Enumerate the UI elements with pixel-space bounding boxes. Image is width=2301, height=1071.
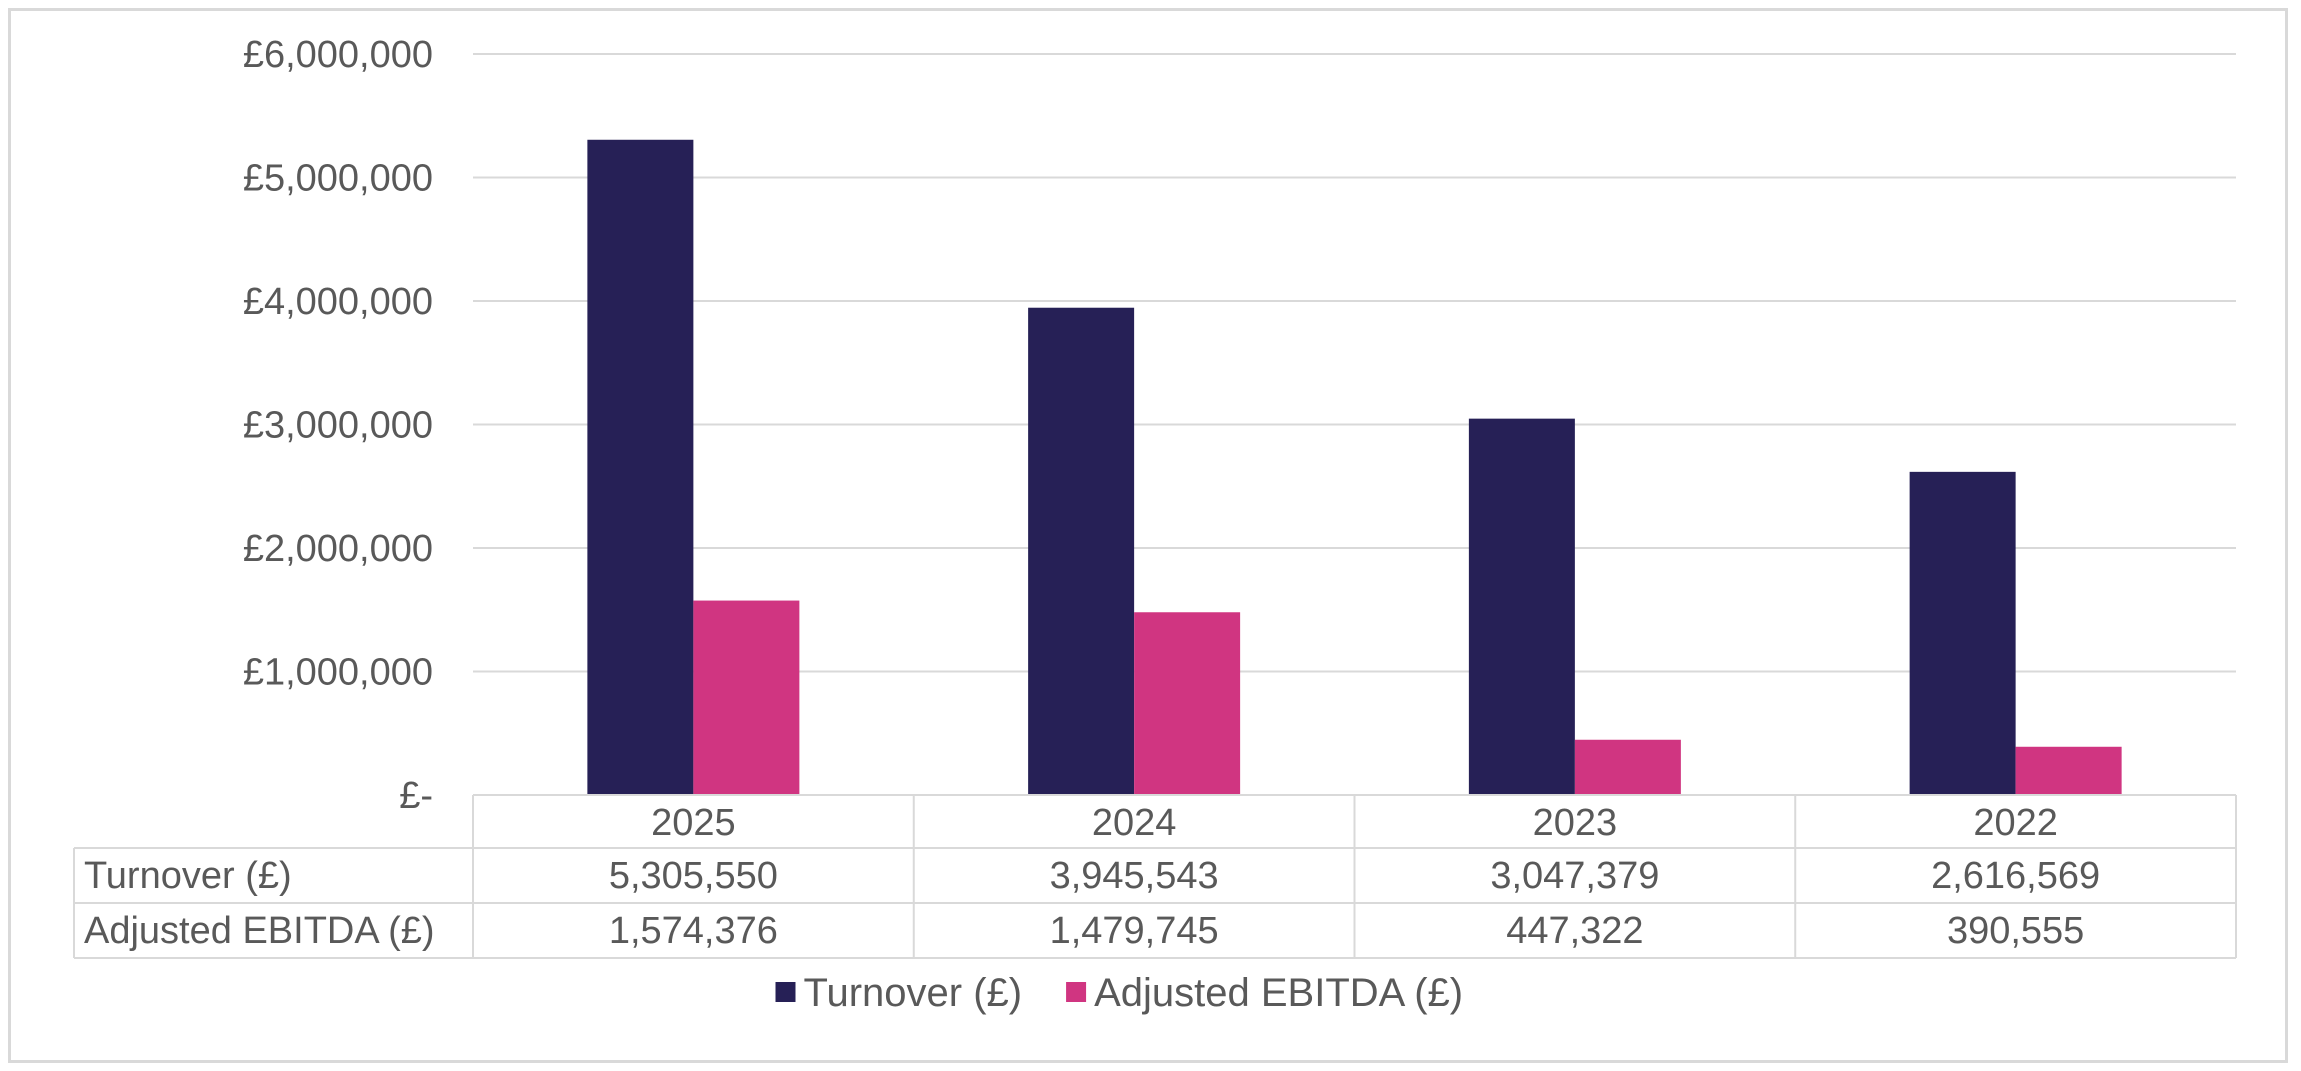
x-category-label: 2023 <box>1533 802 1618 844</box>
y-tick-label: £1,000,000 <box>243 652 433 694</box>
bar-adjusted-ebitda-2022 <box>2015 746 2122 795</box>
table-cell: 1,574,376 <box>609 910 778 952</box>
table-row-label: Turnover (£) <box>84 855 292 897</box>
bars <box>587 139 2122 795</box>
bar-turnover-2025 <box>587 139 694 795</box>
y-tick-label: £3,000,000 <box>243 405 433 447</box>
bar-chart: £- £1,000,000 £2,000,000 £3,000,000 £4,000,0… <box>73 34 2237 1015</box>
bar-turnover-2023 <box>1468 418 1575 795</box>
y-tick-label: £2,000,000 <box>243 528 433 570</box>
legend-label: Turnover (£) <box>804 971 1023 1015</box>
legend-swatch <box>1066 982 1087 1002</box>
bar-adjusted-ebitda-2024 <box>1134 612 1241 795</box>
bar-adjusted-ebitda-2025 <box>693 600 800 795</box>
x-category-label: 2025 <box>651 802 736 844</box>
y-axis-ticks: £- £1,000,000 £2,000,000 £3,000,000 £4,000,0… <box>243 34 433 817</box>
y-tick-label: £5,000,000 <box>243 158 433 200</box>
table-cell: 1,479,745 <box>1050 910 1219 952</box>
table-cell: 2,616,569 <box>1931 855 2100 897</box>
table-cell: 390,555 <box>1947 910 2084 952</box>
legend: Turnover (£) Adjusted EBITDA (£) <box>775 971 1463 1015</box>
table-cell: 3,945,543 <box>1050 855 1219 897</box>
data-table: 2025 2024 2023 2022 Turnover (£) 5,305,550 3,9… <box>73 794 2237 959</box>
y-tick-label: £4,000,000 <box>243 281 433 323</box>
y-tick-label: £6,000,000 <box>243 34 433 76</box>
bar-adjusted-ebitda-2023 <box>1574 739 1681 795</box>
bar-turnover-2022 <box>1909 471 2016 795</box>
x-category-label: 2024 <box>1092 802 1177 844</box>
table-row-label: Adjusted EBITDA (£) <box>84 910 435 952</box>
table-cell: 5,305,550 <box>609 855 778 897</box>
x-category-label: 2022 <box>1973 802 2058 844</box>
y-tick-label: £- <box>399 775 433 817</box>
table-cell: 447,322 <box>1506 910 1643 952</box>
legend-swatch <box>775 982 796 1002</box>
table-cell: 3,047,379 <box>1490 855 1659 897</box>
legend-label: Adjusted EBITDA (£) <box>1094 971 1463 1015</box>
bar-turnover-2024 <box>1028 307 1135 795</box>
chart-frame: £- £1,000,000 £2,000,000 £3,000,000 £4,000,0… <box>8 8 2288 1063</box>
